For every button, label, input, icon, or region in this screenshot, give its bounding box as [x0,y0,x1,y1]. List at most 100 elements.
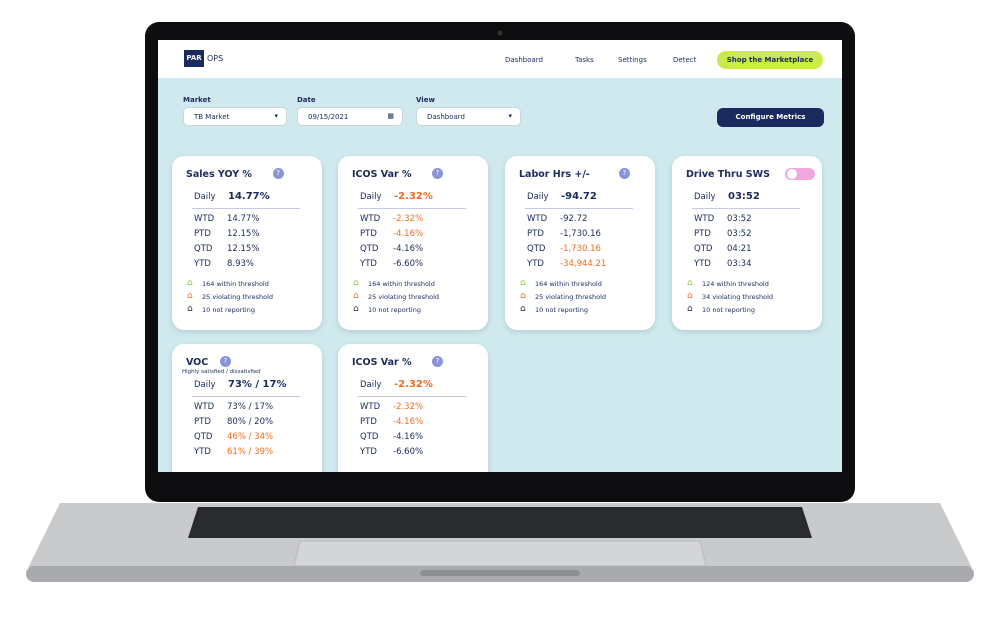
toggle-knob [787,169,797,179]
filter-label: Date [297,96,316,104]
status-text: 164 within threshold [202,280,269,288]
status-text: 10 not reporting [368,306,421,314]
info-icon[interactable]: ? [432,168,443,179]
period-label: PTD [694,229,711,239]
filter-input[interactable]: TB Market ▾ [183,107,287,126]
metric-card: VOC? Highly satisfied / dissatisfied Daily… [172,344,322,472]
info-icon[interactable]: ? [432,356,443,367]
nav-link[interactable]: Settings [618,56,647,64]
period-value: 03:52 [727,214,752,224]
period-value: 12.15% [227,244,260,254]
status-text: 25 violating threshold [535,293,607,301]
card-title: Sales YOY % [186,169,252,180]
period-value: -92.72 [560,214,588,224]
period-label: QTD [527,244,546,254]
status-text: 34 violating threshold [702,293,774,301]
nav-link[interactable]: Detect [673,56,697,64]
calendar-icon: ▦ [387,112,394,120]
period-label: YTD [694,259,711,269]
period-label: YTD [194,447,211,457]
filter-input[interactable]: Dashboard ▾ [416,107,521,126]
filter-label: Market [183,96,211,104]
divider [192,208,300,209]
screen: PAR OPS Shop the Marketplace Configure M… [158,40,842,472]
daily-value: 73% / 17% [228,379,287,390]
period-label: WTD [527,214,548,224]
trackpad [293,540,707,567]
daily-value: -2.32% [394,379,433,390]
status-icon: ⌂ [187,291,193,301]
metric-card: Drive Thru SWS?Daily03:52WTD03:52PTD03:5… [672,156,822,330]
daily-label: Daily [360,380,382,390]
status-icon: ⌂ [687,304,693,314]
nav-link[interactable]: Dashboard [505,56,543,64]
period-value: 03:34 [727,259,752,269]
card-title: Drive Thru SWS [686,169,770,180]
divider [525,208,633,209]
period-label: QTD [194,432,213,442]
period-label: QTD [694,244,713,254]
period-value: 12.15% [227,229,260,239]
period-label: PTD [527,229,544,239]
keyboard [188,507,812,538]
divider [192,396,300,397]
marketplace-button[interactable]: Shop the Marketplace [717,51,823,69]
period-label: QTD [194,244,213,254]
period-value: -4.16% [393,432,424,442]
status-icon: ⌂ [520,278,526,288]
period-label: WTD [360,214,381,224]
period-label: PTD [360,229,377,239]
period-value: -4.16% [393,229,424,239]
period-value: -4.16% [393,244,424,254]
filter-label: View [416,96,435,104]
info-icon[interactable]: ? [219,356,231,367]
logo: PAR [184,50,204,67]
period-label: WTD [194,214,215,224]
status-text: 10 not reporting [535,306,588,314]
info-icon[interactable]: ? [618,168,630,179]
status-icon: ⌂ [353,304,359,314]
divider [692,208,800,209]
card-title: Labor Hrs +/- [519,169,590,180]
period-value: -4.16% [393,417,424,427]
period-label: YTD [527,259,544,269]
status-icon: ⌂ [187,278,193,288]
period-label: PTD [194,229,211,239]
daily-value: 03:52 [728,191,760,202]
filter-input[interactable]: 09/15/2021 ▦ [297,107,403,126]
card-title: VOC [186,357,209,368]
status-text: 124 within threshold [702,280,769,288]
filter-value: Dashboard [427,113,465,121]
period-label: YTD [194,259,211,269]
period-label: PTD [194,417,211,427]
divider [358,208,466,209]
period-value: 80% / 20% [227,417,274,427]
filter-value: 09/15/2021 [308,113,349,121]
status-icon: ⌂ [520,304,526,314]
period-label: WTD [694,214,715,224]
card-title: ICOS Var % [352,169,412,180]
card-subtitle: Highly satisfied / dissatisfied [182,369,261,375]
info-icon[interactable]: ? [272,168,284,179]
product: OPS [207,54,224,63]
filter-value: TB Market [194,113,230,121]
nav-link[interactable]: Tasks [575,56,594,64]
period-value: 8.93% [227,259,255,269]
toggle[interactable] [785,168,815,180]
configure-button[interactable]: Configure Metrics [717,108,824,127]
daily-label: Daily [194,380,216,390]
period-value: 61% / 39% [227,447,274,457]
period-value: 46% / 34% [227,432,274,442]
camera [497,30,503,36]
period-value: 14.77% [227,214,260,224]
metric-card: ICOS Var %? Daily -2.32% WTD -2.32% PTD -4.16%… [338,344,488,472]
status-text: 25 violating threshold [368,293,440,301]
period-label: YTD [360,447,377,457]
status-text: 164 within threshold [368,280,435,288]
status-icon: ⌂ [687,278,693,288]
period-value: -34,944.21 [560,259,607,269]
period-value: 73% / 17% [227,402,274,412]
period-label: WTD [194,402,215,412]
period-value: -2.32% [393,402,424,412]
